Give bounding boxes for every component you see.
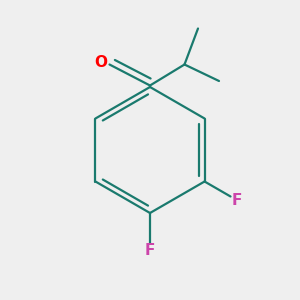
Text: F: F [145,243,155,258]
Text: O: O [94,55,108,70]
Text: F: F [232,193,242,208]
